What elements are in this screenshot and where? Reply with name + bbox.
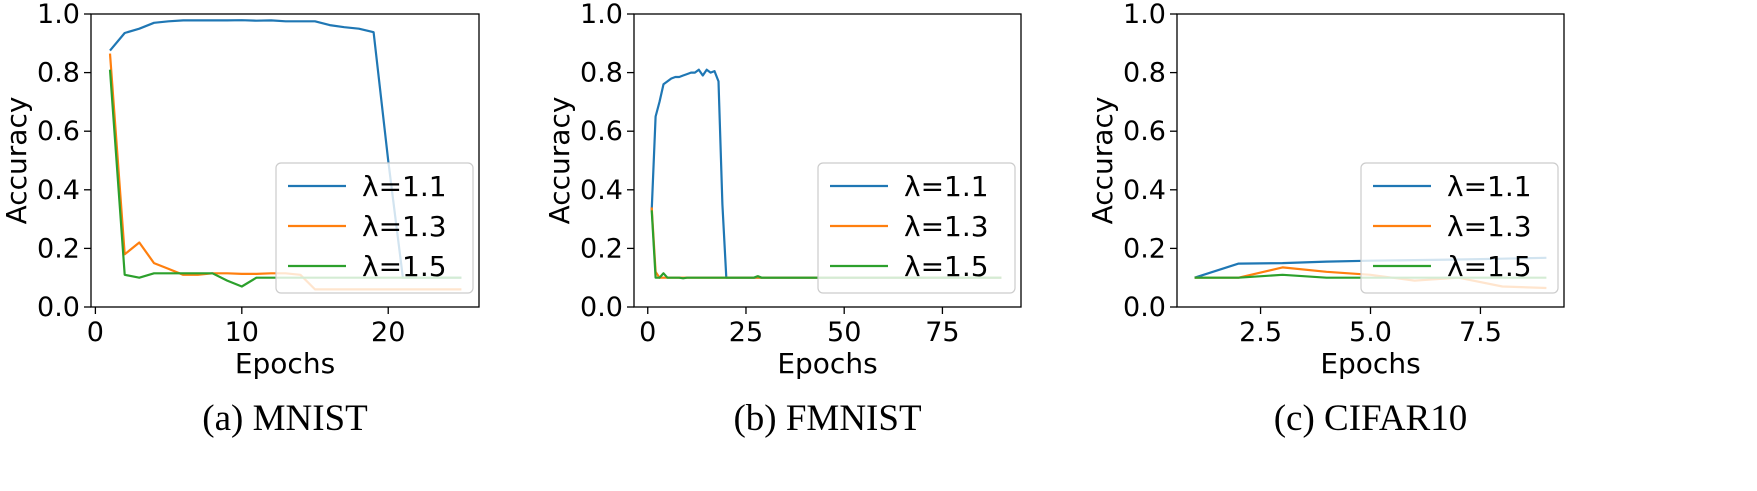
panel-caption: (a) MNIST [202, 398, 367, 439]
y-tick-label: 0.2 [580, 233, 623, 264]
legend-box [275, 162, 474, 294]
x-tick-label: 5.0 [1349, 317, 1392, 348]
legend-label-1: λ=1.1 [362, 170, 447, 203]
y-tick-label: 0.2 [37, 233, 80, 264]
panel-caption: (b) FMNIST [733, 398, 921, 439]
y-tick-label: 0.6 [37, 116, 80, 147]
y-tick-label: 0.0 [580, 292, 623, 323]
legend-label-3: λ=1.5 [362, 250, 447, 283]
y-tick-label: 0.4 [1123, 175, 1166, 206]
x-tick-label: 0 [87, 317, 104, 348]
x-tick-label: 20 [371, 317, 405, 348]
legend-label-2: λ=1.3 [362, 210, 447, 243]
y-axis-label: Accuracy [0, 97, 33, 225]
y-axis-label: Accuracy [1086, 97, 1119, 225]
legend-label-3: λ=1.5 [904, 250, 989, 283]
legend-label-2: λ=1.3 [1447, 210, 1532, 243]
x-tick-label: 25 [729, 317, 763, 348]
y-tick-label: 0.8 [37, 58, 80, 89]
x-tick-label: 50 [827, 317, 861, 348]
chart-panel-1: 0.0 0.2 0.4 0.6 0.8 1.0 0 10 20 Epochs Accuracy λ=1… [0, 0, 480, 439]
x-axis-label: Epochs [235, 347, 335, 380]
panel-caption: (c) CIFAR10 [1274, 398, 1468, 439]
legend-label-3: λ=1.5 [1447, 250, 1532, 283]
legend: λ=1.1 λ=1.3 λ=1.5 [817, 162, 1016, 294]
legend-box [817, 162, 1016, 294]
legend: λ=1.1 λ=1.3 λ=1.5 [275, 162, 474, 294]
y-tick-label: 0.4 [37, 175, 80, 206]
legend-label-1: λ=1.1 [1447, 170, 1532, 203]
y-axis-label: Accuracy [543, 97, 576, 225]
chart-panel-2: 0.0 0.2 0.4 0.6 0.8 1.0 0 25 50 75 Epochs Accuracy λ… [543, 0, 1022, 439]
x-axis-label: Epochs [777, 347, 877, 380]
x-tick-label: 7.5 [1459, 317, 1502, 348]
x-tick-label: 2.5 [1239, 317, 1282, 348]
y-tick-label: 0.0 [1123, 292, 1166, 323]
y-tick-label: 0.6 [580, 116, 623, 147]
y-tick-label: 0.2 [1123, 233, 1166, 264]
x-tick-label: 10 [225, 317, 259, 348]
y-tick-label: 0.6 [1123, 116, 1166, 147]
x-tick-label: 75 [925, 317, 959, 348]
y-tick-label: 0.0 [37, 292, 80, 323]
x-tick-label: 0 [639, 317, 656, 348]
legend: λ=1.1 λ=1.3 λ=1.5 [1360, 162, 1559, 294]
y-tick-label: 1.0 [37, 0, 80, 30]
axes-frame [90, 13, 480, 308]
axes-frame [633, 13, 1022, 308]
y-tick-label: 1.0 [580, 0, 623, 30]
legend-label-2: λ=1.3 [904, 210, 989, 243]
legend-box [1360, 162, 1559, 294]
chart-panel-3: 0.0 0.2 0.4 0.6 0.8 1.0 2.5 5.0 7.5 Epochs Accurac… [1086, 0, 1565, 439]
y-tick-label: 0.8 [580, 58, 623, 89]
legend-label-1: λ=1.1 [904, 170, 989, 203]
y-tick-label: 0.8 [1123, 58, 1166, 89]
y-tick-label: 1.0 [1123, 0, 1166, 30]
y-tick-label: 0.4 [580, 175, 623, 206]
x-axis-label: Epochs [1320, 347, 1420, 380]
